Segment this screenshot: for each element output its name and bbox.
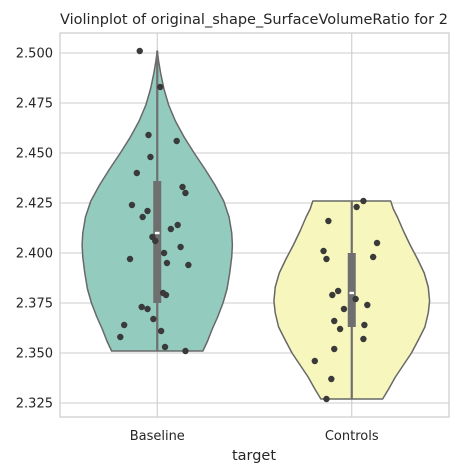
y-tick-label: 2.475 xyxy=(16,97,53,112)
data-point xyxy=(312,358,318,364)
data-point xyxy=(341,306,347,312)
median-marker-controls xyxy=(349,292,354,294)
data-point xyxy=(144,208,150,214)
data-point xyxy=(335,288,341,294)
x-tick-label: Controls xyxy=(325,429,379,444)
data-point xyxy=(157,84,163,90)
data-point xyxy=(323,396,329,402)
data-point xyxy=(179,184,185,190)
data-point xyxy=(150,316,156,322)
data-point xyxy=(360,336,366,342)
data-point xyxy=(331,318,337,324)
data-point xyxy=(361,322,367,328)
data-point xyxy=(352,296,358,302)
data-point xyxy=(162,344,168,350)
data-point xyxy=(121,322,127,328)
data-point xyxy=(138,304,144,310)
data-point xyxy=(117,334,123,340)
data-point xyxy=(137,48,143,54)
data-point xyxy=(337,326,343,332)
x-tick-label: Baseline xyxy=(130,429,185,444)
data-point xyxy=(323,256,329,262)
data-point xyxy=(174,138,180,144)
x-tick-labels: Baseline Controls xyxy=(130,429,379,444)
data-point xyxy=(370,254,376,260)
data-point xyxy=(134,170,140,176)
data-point xyxy=(177,244,183,250)
data-point xyxy=(182,348,188,354)
y-tick-label: 2.325 xyxy=(16,397,53,412)
data-point xyxy=(152,238,158,244)
y-tick-label: 2.450 xyxy=(16,147,53,162)
median-marker-baseline xyxy=(155,232,160,234)
data-point xyxy=(331,346,337,352)
data-point xyxy=(127,256,133,262)
data-point xyxy=(328,376,334,382)
data-point xyxy=(158,328,164,334)
data-point xyxy=(329,292,335,298)
data-point xyxy=(164,260,170,266)
y-tick-label: 2.400 xyxy=(16,247,53,262)
data-point xyxy=(182,190,188,196)
y-tick-labels: 2.325 2.350 2.375 2.400 2.425 2.450 2.475 2.500 xyxy=(16,47,53,412)
data-point xyxy=(325,218,331,224)
data-point xyxy=(144,306,150,312)
data-point xyxy=(320,248,326,254)
data-point xyxy=(374,240,380,246)
y-tick-label: 2.350 xyxy=(16,347,53,362)
x-axis-label: target xyxy=(232,448,276,464)
data-point xyxy=(353,204,359,210)
data-point xyxy=(145,132,151,138)
data-point xyxy=(174,222,180,228)
iqr-box-controls xyxy=(348,253,356,327)
y-tick-label: 2.500 xyxy=(16,47,53,62)
data-point xyxy=(360,198,366,204)
data-point xyxy=(129,202,135,208)
data-point xyxy=(168,226,174,232)
data-point xyxy=(161,250,167,256)
y-tick-label: 2.375 xyxy=(16,297,53,312)
chart-title: Violinplot of original_shape_SurfaceVolu… xyxy=(60,12,448,28)
data-point xyxy=(364,302,370,308)
y-tick-label: 2.425 xyxy=(16,197,53,212)
data-point xyxy=(163,292,169,298)
data-point xyxy=(185,262,191,268)
data-point xyxy=(147,154,153,160)
data-point xyxy=(139,214,145,220)
